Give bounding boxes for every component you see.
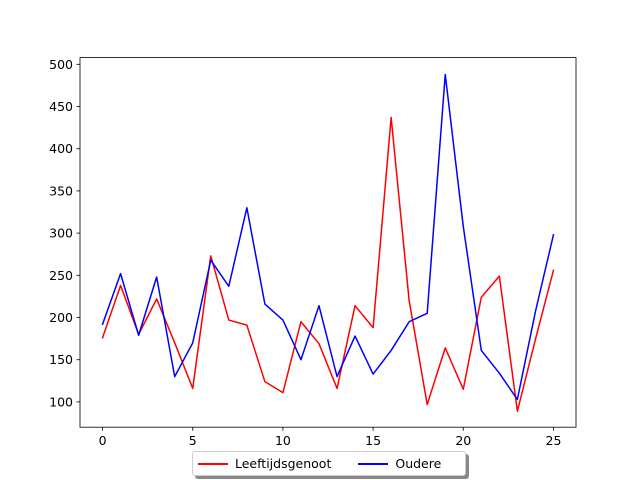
data-point-leeftijdsgenoot (119, 284, 121, 286)
data-point-oudere (354, 335, 356, 337)
data-point-oudere (390, 349, 392, 351)
data-point-oudere (336, 375, 338, 377)
data-point-leeftijdsgenoot (155, 298, 157, 300)
legend-label-leeftijdsgenoot: Leeftijdsgenoot (235, 456, 332, 471)
data-point-oudere (173, 375, 175, 377)
data-point-oudere (300, 359, 302, 361)
data-point-leeftijdsgenoot (480, 296, 482, 298)
y-tick-label: 150 (49, 352, 73, 367)
data-point-oudere (480, 349, 482, 351)
data-point-leeftijdsgenoot (300, 321, 302, 323)
data-point-leeftijdsgenoot (498, 275, 500, 277)
data-point-leeftijdsgenoot (264, 380, 266, 382)
x-axis-ticks: 0 5 10 15 20 25 (99, 427, 562, 448)
data-point-leeftijdsgenoot (444, 347, 446, 349)
data-point-oudere (462, 225, 464, 227)
y-tick-label: 400 (49, 141, 73, 156)
legend: Leeftijdsgenoot Oudere (192, 451, 466, 476)
data-point-leeftijdsgenoot (192, 387, 194, 389)
y-axis-ticks: 100 150 200 250 300 350 400 450 500 (49, 57, 80, 409)
data-point-oudere (119, 272, 121, 274)
legend-swatch-leeftijdsgenoot (198, 462, 228, 465)
plot-area (80, 57, 576, 428)
plot-frame (79, 57, 577, 428)
data-point-oudere (498, 372, 500, 374)
data-point-leeftijdsgenoot (246, 324, 248, 326)
data-point-oudere (516, 398, 518, 400)
data-point-oudere (282, 319, 284, 321)
data-point-leeftijdsgenoot (516, 410, 518, 412)
data-point-oudere (444, 73, 446, 75)
data-point-oudere (372, 373, 374, 375)
data-point-oudere (210, 259, 212, 261)
data-point-oudere (552, 234, 554, 236)
data-point-oudere (228, 285, 230, 287)
data-point-oudere (155, 276, 157, 278)
series-layer (101, 73, 555, 412)
data-point-oudere (408, 321, 410, 323)
legend-item-leeftijdsgenoot: Leeftijdsgenoot (193, 456, 331, 471)
series-line-oudere (101, 73, 555, 401)
data-point-oudere (192, 342, 194, 344)
data-point-oudere (318, 305, 320, 307)
x-tick-label: 20 (455, 433, 471, 448)
data-point-leeftijdsgenoot (426, 403, 428, 405)
data-point-leeftijdsgenoot (534, 338, 536, 340)
data-point-oudere (426, 312, 428, 314)
data-point-leeftijdsgenoot (228, 319, 230, 321)
x-tick-label: 25 (546, 433, 562, 448)
data-point-oudere (264, 303, 266, 305)
y-tick-label: 100 (49, 394, 73, 409)
x-tick-label: 10 (275, 433, 291, 448)
data-point-leeftijdsgenoot (552, 269, 554, 271)
data-point-oudere (137, 334, 139, 336)
y-tick-label: 500 (49, 57, 73, 72)
data-point-leeftijdsgenoot (390, 116, 392, 118)
data-point-leeftijdsgenoot (210, 255, 212, 257)
data-point-oudere (246, 207, 248, 209)
data-point-leeftijdsgenoot (336, 387, 338, 389)
data-point-leeftijdsgenoot (408, 299, 410, 301)
legend-item-oudere: Oudere (353, 456, 441, 471)
x-tick-label: 0 (99, 433, 107, 448)
data-point-leeftijdsgenoot (462, 388, 464, 390)
data-point-leeftijdsgenoot (101, 337, 103, 339)
y-tick-label: 450 (49, 99, 73, 114)
data-point-leeftijdsgenoot (372, 326, 374, 328)
x-tick-label: 5 (189, 433, 197, 448)
x-tick-label: 15 (365, 433, 381, 448)
legend-label-oudere: Oudere (395, 456, 442, 471)
data-point-leeftijdsgenoot (173, 342, 175, 344)
data-point-leeftijdsgenoot (318, 342, 320, 344)
data-point-leeftijdsgenoot (282, 391, 284, 393)
y-tick-label: 350 (49, 183, 73, 198)
y-tick-label: 300 (49, 226, 73, 241)
data-point-oudere (101, 323, 103, 325)
data-point-leeftijdsgenoot (354, 305, 356, 307)
data-point-oudere (534, 310, 536, 312)
legend-swatch-oudere (358, 462, 389, 465)
y-tick-label: 200 (49, 310, 73, 325)
series-line-leeftijdsgenoot (101, 116, 555, 412)
y-tick-label: 250 (49, 268, 73, 283)
